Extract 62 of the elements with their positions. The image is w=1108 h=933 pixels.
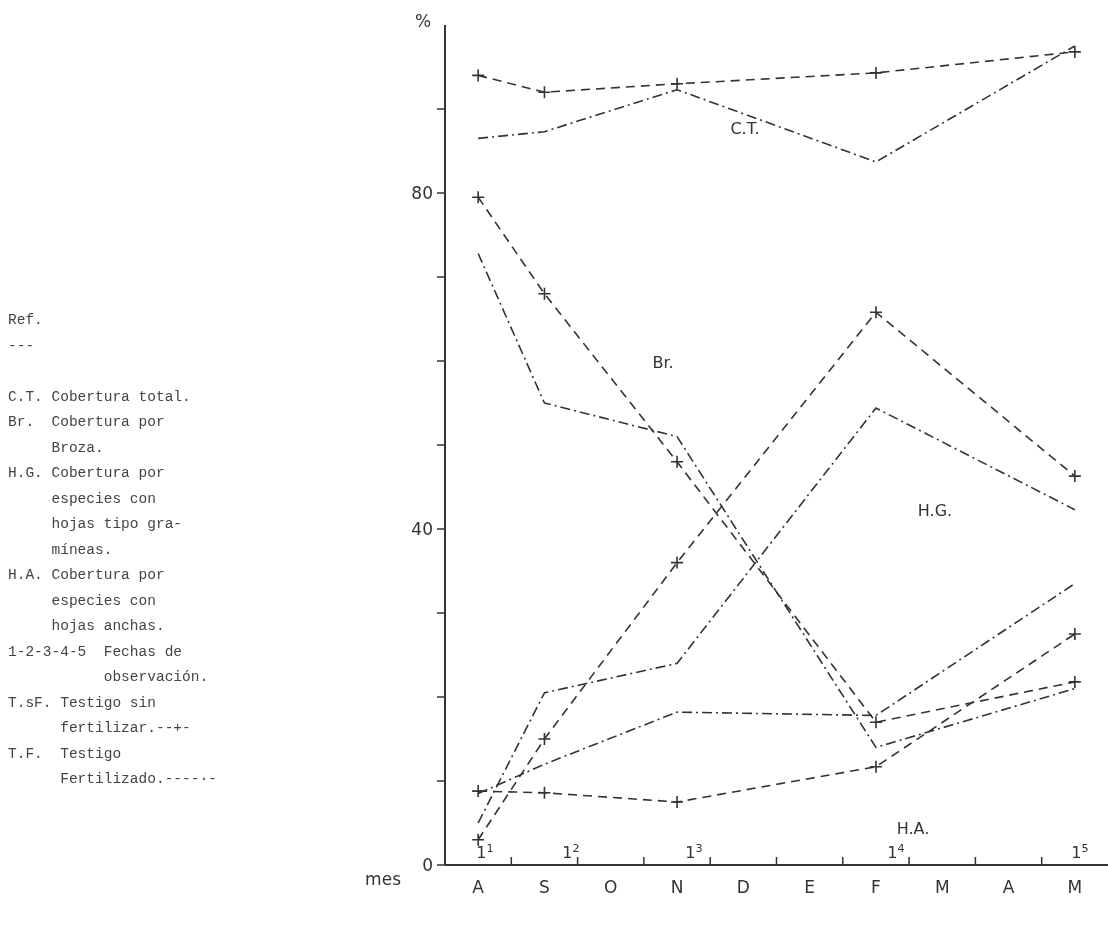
annotation: H.A. — [896, 819, 930, 838]
point — [869, 759, 883, 774]
text: H.A. Cobertura por — [8, 566, 166, 585]
x-tick-label: D — [736, 877, 750, 897]
text: especies con — [50, 591, 157, 611]
y-axis-title: % — [415, 11, 432, 31]
x-tick-label: M — [934, 877, 950, 897]
annotation: Br. — [652, 353, 674, 372]
x-axis-title: mes — [365, 869, 402, 889]
annotation: 1$^{4}$ — [887, 841, 905, 862]
text: T.F. Testigo — [8, 744, 123, 764]
point — [471, 784, 485, 798]
text: H.G. Cobertura por — [8, 464, 166, 483]
annotation: H.G. — [917, 501, 953, 520]
point — [471, 833, 485, 847]
point — [537, 85, 552, 99]
x-tick-label: A — [1002, 877, 1015, 897]
annotation: 1$^{1}$ — [476, 841, 494, 862]
y-tick-label: 80 — [411, 183, 433, 203]
annotation: 1$^{5}$ — [1071, 841, 1089, 862]
text: Broza. — [50, 438, 105, 458]
point — [1068, 627, 1082, 641]
point — [670, 555, 684, 570]
point — [869, 305, 883, 320]
point — [1068, 469, 1082, 483]
x-tick-label: N — [670, 877, 684, 897]
annotation: 1$^{3}$ — [685, 841, 703, 862]
text: especies con — [50, 489, 157, 509]
text: observación. — [102, 668, 210, 687]
point — [1068, 675, 1082, 689]
y-tick-label: 0 — [422, 855, 433, 875]
x-tick-label: S — [539, 877, 550, 897]
x-tick-label: F — [871, 877, 881, 897]
point — [537, 785, 552, 800]
text: C.T. Cobertura total. — [8, 387, 192, 407]
point — [471, 190, 485, 204]
point — [471, 68, 485, 83]
point — [537, 287, 552, 301]
text: Br. Cobertura por — [8, 413, 166, 432]
point — [670, 795, 684, 809]
text: T.sF. Testigo sin — [8, 693, 157, 713]
x-tick-label: E — [804, 877, 816, 897]
text: --- — [8, 336, 36, 356]
point — [670, 77, 684, 91]
annotation: 1$^{2}$ — [562, 841, 580, 862]
x-tick-label: M — [1067, 877, 1083, 897]
point — [869, 715, 883, 729]
text: fertilizar.--+- — [59, 719, 192, 738]
text: hojas anchas. — [50, 617, 166, 636]
annotation: C.T. — [730, 119, 760, 138]
x-tick-label: O — [604, 877, 618, 897]
text: 1-2-3-4-5 Fechas de — [8, 642, 184, 662]
text: Ref. — [8, 311, 44, 330]
text: hojas tipo gra- — [50, 515, 184, 534]
text: Fertilizado.----·- — [59, 770, 217, 789]
point — [670, 455, 684, 469]
point — [537, 732, 552, 746]
point — [869, 66, 883, 80]
point — [1068, 45, 1082, 59]
text: míneas. — [50, 540, 114, 560]
y-tick-label: 40 — [411, 519, 433, 539]
x-tick-label: A — [472, 877, 485, 897]
